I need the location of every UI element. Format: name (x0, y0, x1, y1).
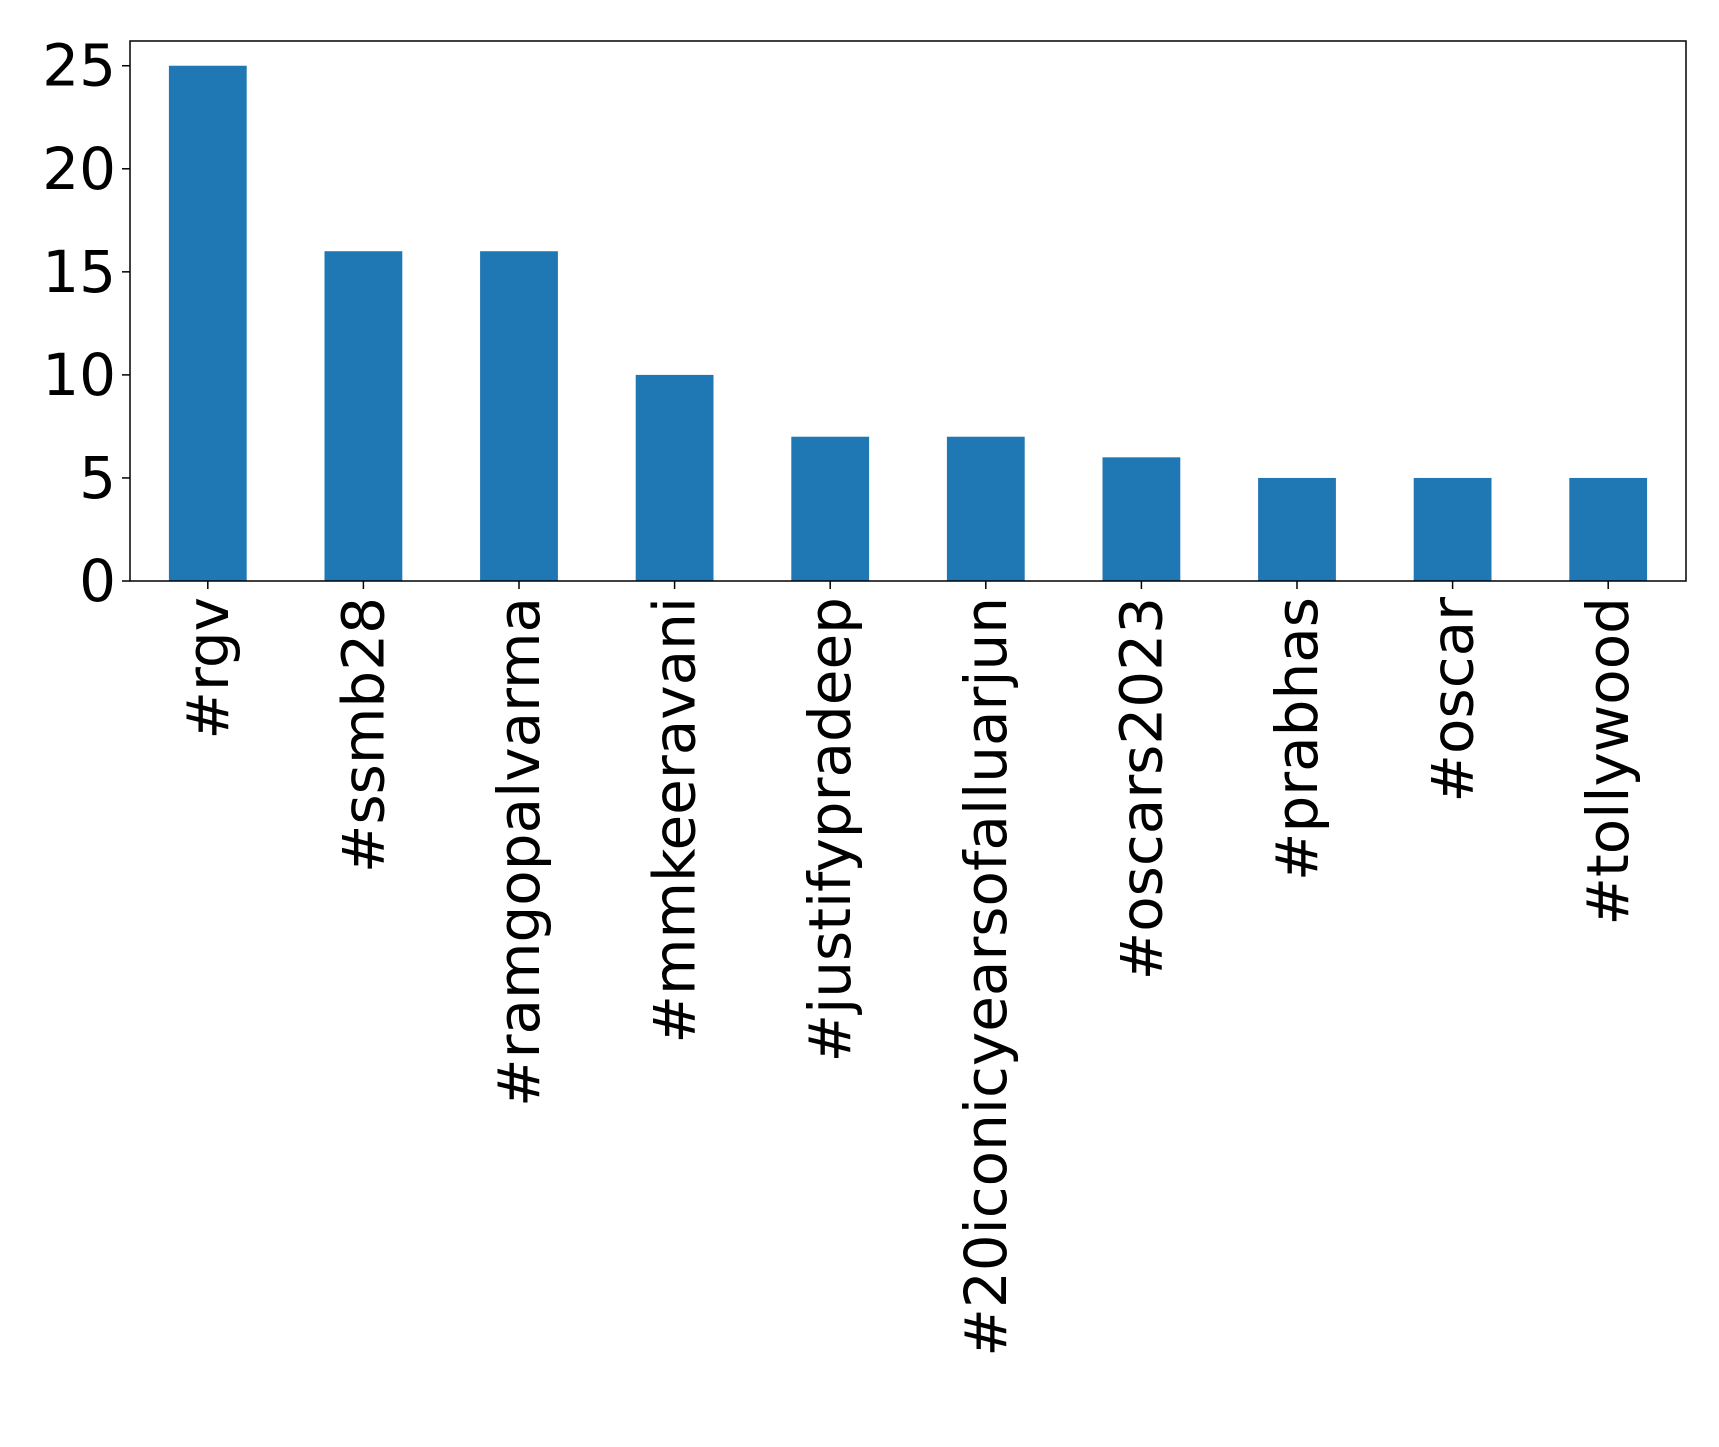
y-tick-label: 0 (79, 547, 116, 615)
bar-9 (1569, 477, 1648, 581)
plot-frame (129, 40, 1687, 582)
bar-0 (168, 65, 247, 581)
bar-5 (946, 436, 1025, 581)
x-tick-label: #ssmb28 (329, 597, 397, 873)
x-tick-label: #rgv (174, 597, 242, 740)
x-tick-label: #justifypradeep (796, 597, 864, 1062)
x-axis: #rgv #ssmb28 #ramgopalvarma #mmkeeravani #ju… (174, 581, 1642, 1357)
bar-3 (635, 374, 714, 581)
x-tick-label: #20iconicyearsofalluarjun (952, 597, 1020, 1357)
bars-group (168, 65, 1648, 581)
y-tick-label: 5 (79, 444, 116, 512)
bar-1 (324, 251, 403, 581)
bar-2 (480, 251, 558, 581)
x-tick-label: #oscars2023 (1107, 597, 1175, 980)
x-tick-label: #oscar (1419, 597, 1487, 803)
y-tick-label: 10 (42, 341, 116, 409)
bar-7 (1258, 477, 1336, 581)
bar-6 (1102, 457, 1181, 581)
y-tick-label: 25 (42, 32, 116, 100)
y-axis: 0 5 10 15 20 25 (42, 32, 130, 615)
x-tick-label: #mmkeeravani (641, 597, 709, 1044)
y-tick-label: 20 (42, 135, 116, 203)
bar-4 (791, 436, 870, 581)
y-tick-label: 15 (42, 238, 116, 306)
bar-8 (1413, 477, 1492, 581)
x-tick-label: #tollywood (1574, 597, 1642, 926)
x-tick-label: #prabhas (1263, 597, 1331, 881)
x-tick-label: #ramgopalvarma (485, 597, 553, 1107)
